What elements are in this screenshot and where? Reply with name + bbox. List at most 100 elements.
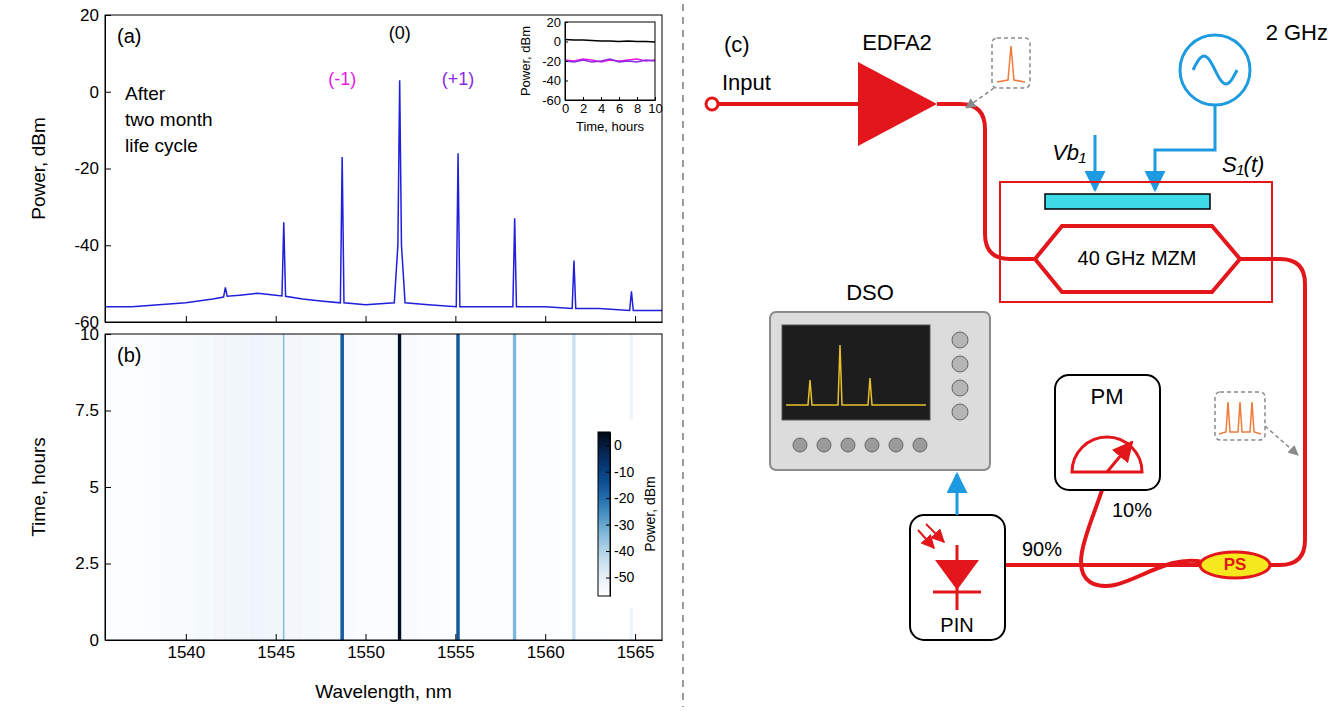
tick-label: 5 [90, 478, 99, 497]
tick-mark [276, 634, 277, 640]
scope-knob [913, 438, 927, 452]
tick: 1560 [527, 634, 565, 662]
spectrum-icon [997, 46, 1025, 82]
axis-line [610, 433, 611, 597]
tick-mark [455, 634, 456, 640]
tick: -10 [606, 464, 634, 480]
tick: 1550 [347, 634, 385, 662]
tick-label: 0 [554, 34, 561, 49]
node-label: 2 GHz [1266, 20, 1328, 45]
tick-label: -20 [74, 159, 99, 178]
axis: 0-10-20-30-40-50 [606, 433, 634, 597]
axis-line [106, 640, 663, 641]
tick-mark [606, 525, 610, 526]
heatmap-cell [105, 334, 123, 640]
tick-mark [565, 81, 568, 82]
tick-mark [655, 97, 656, 100]
tick-mark [105, 411, 111, 412]
tick-label: 1560 [527, 643, 565, 662]
power-meter [1055, 375, 1160, 490]
tick [545, 316, 546, 322]
series-line [565, 59, 655, 62]
tick-mark [606, 577, 610, 578]
annotation: After [125, 83, 166, 104]
gauge-needle [1107, 442, 1132, 472]
heatmap-cell [195, 334, 213, 640]
plot-frame [105, 334, 662, 640]
tick: -20 [606, 490, 634, 506]
node-label: S₁(t) [1222, 152, 1264, 177]
node-label: Input [722, 70, 771, 95]
axis-title: Power, dBm [518, 26, 533, 96]
tick-label: -20 [614, 490, 634, 506]
axis-title: Time, hours [28, 437, 49, 537]
gauge [1072, 437, 1142, 472]
scope-trace [786, 345, 926, 405]
node-label: PM [1091, 384, 1124, 409]
tick: -40 [606, 543, 634, 559]
tick-mark [637, 97, 638, 100]
scope-screen [782, 325, 930, 420]
tick-label: -40 [542, 73, 561, 88]
tick-mark [366, 316, 367, 322]
heatmap-cell [401, 334, 419, 640]
peak-label: (+1) [442, 69, 475, 89]
heatmap-cell [513, 334, 517, 640]
input-port [706, 98, 718, 110]
peak-label: (-1) [328, 69, 356, 89]
tick: 6 [616, 97, 623, 116]
panel-label: (c) [724, 32, 750, 57]
heatmap-cell [456, 334, 460, 640]
heatmap-cell [283, 334, 285, 640]
inset: -60-40-200200246810Time, hoursPower, dBm [518, 15, 662, 134]
tick: 1555 [437, 634, 475, 662]
tick-mark [105, 487, 111, 488]
annotation: life cycle [125, 135, 198, 156]
tick-mark [606, 472, 610, 473]
tick-mark [366, 634, 367, 640]
series-line [105, 80, 662, 310]
tick: -30 [606, 517, 634, 533]
heatmap-cell [285, 334, 303, 640]
tick: 20 [547, 15, 568, 30]
heatmap-cell [572, 334, 576, 640]
tick-label: 1540 [167, 643, 205, 662]
splitter [1200, 552, 1270, 578]
heatmap-cell [419, 334, 437, 640]
panel-a: -60-40-20020Power, dBm(a)Aftertwo monthl… [28, 6, 662, 332]
tick-label: 1545 [257, 643, 295, 662]
tick-label: -50 [614, 569, 634, 585]
heatmap-cell [460, 334, 473, 640]
tick-mark [105, 169, 111, 170]
panel-c: (c)InputEDFA22 GHzS₁(t)Vb₁40 GHz MZM10%9… [706, 20, 1328, 640]
tick: 5 [90, 478, 111, 497]
scope-knob [817, 438, 831, 452]
tick-mark [635, 316, 636, 322]
light-arrow [918, 530, 934, 548]
tick: -20 [74, 159, 111, 178]
figure: -60-40-20020Power, dBm(a)Aftertwo monthl… [0, 0, 1337, 711]
tick-label: 1555 [437, 643, 475, 662]
tick-label: 1550 [347, 643, 385, 662]
heatmap-cell [516, 334, 536, 640]
tick [276, 316, 277, 322]
plot-area [565, 40, 655, 62]
axis: -60-40-20020 [74, 6, 111, 332]
tick: 0 [562, 97, 569, 116]
tick-label: -60 [542, 93, 561, 108]
heatmap-cell [249, 334, 267, 640]
scope-knob [952, 332, 968, 348]
tick-label: 1565 [617, 643, 655, 662]
scope-knob [793, 438, 807, 452]
heatmap-cell [340, 334, 344, 640]
separator [682, 4, 684, 707]
tick: 0 [554, 34, 568, 49]
node-label: DSO [846, 280, 894, 305]
signal-cable [956, 474, 959, 515]
scope-knob [841, 438, 855, 452]
tick-label: 20 [547, 15, 561, 30]
heatmap-cell [224, 334, 226, 640]
tick: 10 [648, 97, 662, 116]
tick-mark [619, 97, 620, 100]
oscilloscope [770, 312, 990, 470]
